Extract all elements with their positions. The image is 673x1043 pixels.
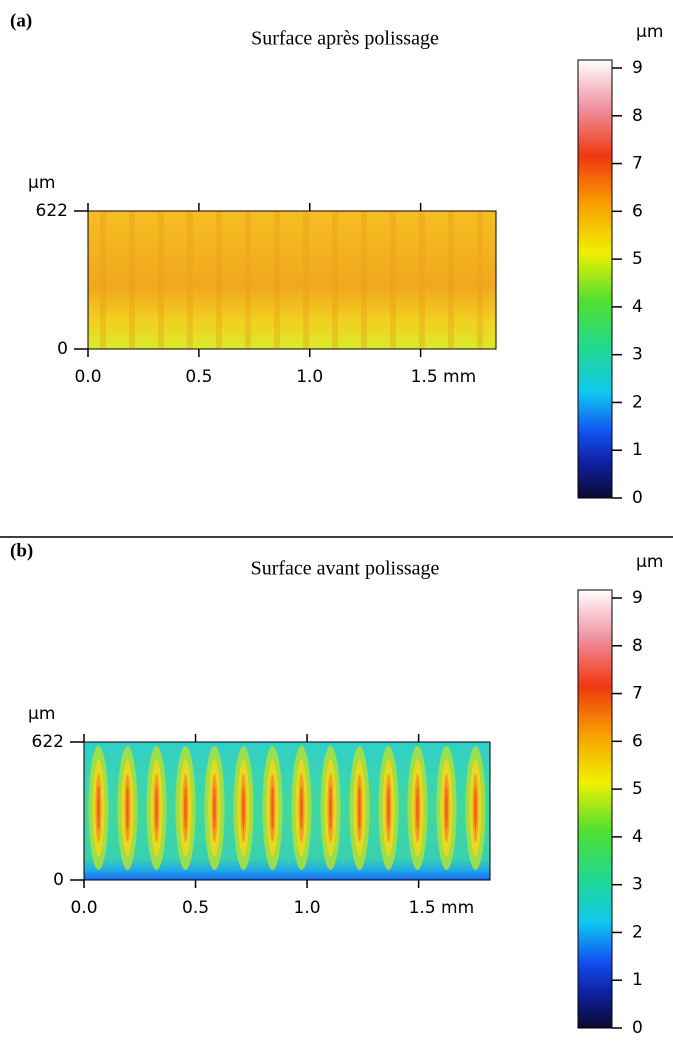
x-tick-label: 1.0 [296, 367, 323, 387]
panel-title: Surface après polissage [251, 28, 439, 50]
x-tick-label: 0.5 [182, 898, 209, 918]
colorbar-tick-label: 3 [632, 875, 643, 895]
colorbar-tick-label: 9 [632, 58, 643, 78]
y-tick-label: 622 [36, 201, 68, 221]
surface-map [84, 742, 490, 880]
colorbar-tick-label: 9 [632, 588, 643, 608]
x-tick-label: 1.0 [294, 898, 321, 918]
colorbar-tick-label: 8 [632, 106, 643, 126]
colorbar-tick-label: 7 [632, 154, 643, 174]
colorbar-tick-label: 1 [632, 440, 643, 460]
colorbar [577, 59, 613, 499]
colorbar-tick-label: 2 [632, 922, 643, 942]
colorbar-tick-label: 5 [632, 249, 643, 269]
surface-map [88, 211, 496, 349]
panel-title: Surface avant polissage [251, 558, 440, 580]
colorbar-unit: µm [636, 552, 663, 572]
x-tick-label: 1.5 mm [409, 898, 475, 918]
x-tick-label: 1.5 mm [411, 367, 477, 387]
colorbar-tick-label: 5 [632, 779, 643, 799]
y-tick-label: 0 [53, 870, 64, 890]
colorbar-tick-label: 2 [632, 392, 643, 412]
x-tick-label: 0.0 [74, 367, 101, 387]
colorbar-tick-label: 4 [632, 297, 643, 317]
colorbar-tick-label: 8 [632, 636, 643, 656]
colorbar-tick-label: 0 [632, 488, 643, 508]
y-tick-label: 622 [32, 732, 64, 752]
y-unit: µm [28, 173, 55, 193]
colorbar-tick-label: 4 [632, 827, 643, 847]
colorbar-tick-label: 0 [632, 1018, 643, 1038]
colorbar-tick-label: 6 [632, 201, 643, 221]
colorbar [577, 589, 613, 1029]
colorbar-tick-label: 1 [632, 970, 643, 990]
colorbar-tick-label: 7 [632, 684, 643, 704]
x-tick-label: 0.0 [70, 898, 97, 918]
colorbar-tick-label: 3 [632, 345, 643, 365]
x-tick-label: 0.5 [185, 367, 212, 387]
colorbar-unit: µm [636, 22, 663, 42]
y-unit: µm [28, 704, 55, 724]
plot-frame [83, 741, 491, 881]
panel-label: (b) [10, 540, 33, 561]
colorbar-tick-label: 6 [632, 731, 643, 751]
y-tick-label: 0 [57, 339, 68, 359]
panel-label: (a) [10, 10, 32, 31]
plot-frame [87, 210, 497, 350]
